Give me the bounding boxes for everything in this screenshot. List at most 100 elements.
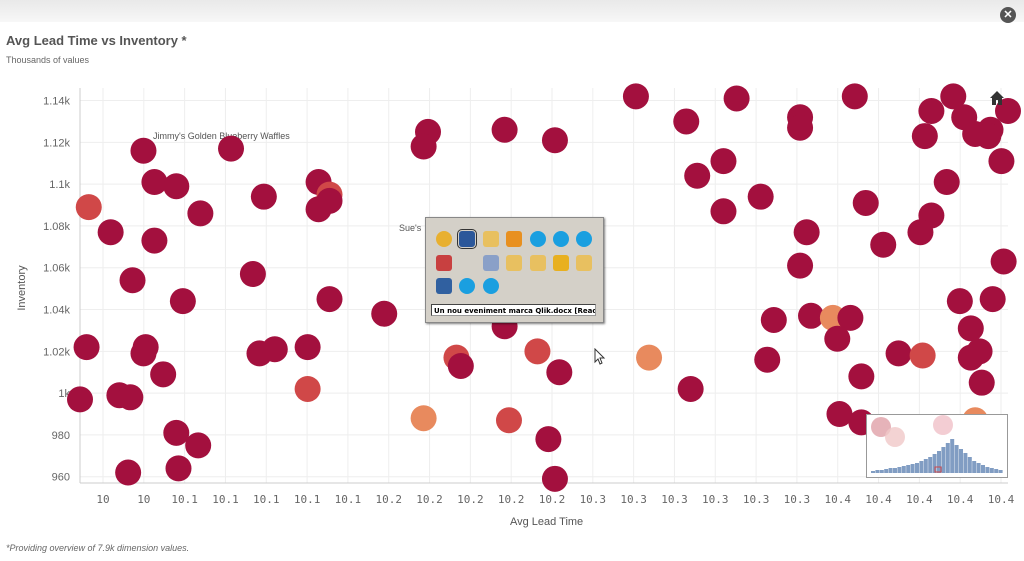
- envelope-icon[interactable]: [530, 255, 546, 271]
- data-point[interactable]: [150, 361, 177, 388]
- chat-icon[interactable]: [483, 278, 499, 294]
- data-point[interactable]: [294, 334, 321, 361]
- data-point[interactable]: [535, 426, 562, 453]
- data-point[interactable]: [787, 252, 814, 279]
- data-point[interactable]: [541, 127, 568, 154]
- data-point[interactable]: [841, 83, 868, 110]
- taskbar-preview-caption[interactable]: Un nou eveniment marca Qlik.docx [Read-O…: [431, 304, 596, 316]
- data-point[interactable]: [933, 169, 960, 196]
- data-point[interactable]: [710, 198, 737, 225]
- data-point[interactable]: [677, 375, 704, 402]
- data-point[interactable]: [163, 173, 190, 200]
- data-point[interactable]: [261, 336, 288, 363]
- chrome-icon[interactable]: [436, 231, 452, 247]
- data-point[interactable]: [495, 407, 522, 434]
- outlook-icon[interactable]: [506, 231, 522, 247]
- envelope-icon[interactable]: [506, 255, 522, 271]
- skype-icon[interactable]: [576, 231, 592, 247]
- data-point[interactable]: [97, 219, 124, 246]
- folder-icon[interactable]: [576, 255, 592, 271]
- data-point[interactable]: [966, 338, 993, 365]
- data-point[interactable]: [117, 384, 144, 411]
- data-point[interactable]: [163, 419, 190, 446]
- data-point[interactable]: [185, 432, 212, 459]
- data-point[interactable]: [826, 401, 853, 428]
- data-point[interactable]: [824, 325, 851, 352]
- data-point[interactable]: [546, 359, 573, 386]
- x-tick-label: 10.1: [335, 493, 362, 506]
- data-point[interactable]: [673, 108, 700, 135]
- data-point[interactable]: [837, 304, 864, 331]
- data-point[interactable]: [946, 288, 973, 315]
- data-point[interactable]: [187, 200, 214, 227]
- data-point[interactable]: [67, 386, 93, 413]
- data-point[interactable]: [305, 196, 332, 223]
- data-point[interactable]: [141, 227, 168, 254]
- data-point[interactable]: [410, 133, 437, 160]
- data-point[interactable]: [636, 344, 663, 371]
- data-point[interactable]: [787, 114, 814, 141]
- data-point[interactable]: [410, 405, 437, 432]
- home-icon[interactable]: [989, 90, 1005, 106]
- data-point[interactable]: [793, 219, 820, 246]
- data-point[interactable]: [988, 148, 1015, 175]
- data-point[interactable]: [130, 340, 157, 367]
- data-point[interactable]: [968, 369, 995, 396]
- close-button[interactable]: ✕: [1000, 7, 1016, 23]
- chat-icon[interactable]: [553, 231, 569, 247]
- data-point[interactable]: [115, 459, 142, 486]
- data-point[interactable]: [911, 123, 938, 150]
- data-point[interactable]: [130, 137, 157, 164]
- data-point[interactable]: [622, 83, 649, 110]
- word-icon[interactable]: [457, 229, 477, 249]
- data-point[interactable]: [491, 116, 518, 143]
- minimap[interactable]: [866, 414, 1008, 478]
- minimap-viewport: [934, 466, 942, 473]
- data-point[interactable]: [250, 183, 277, 210]
- data-point[interactable]: [218, 135, 245, 162]
- window-icon[interactable]: [483, 255, 499, 271]
- data-point[interactable]: [957, 315, 984, 342]
- data-point[interactable]: [760, 306, 787, 333]
- data-point[interactable]: [754, 346, 781, 373]
- data-point[interactable]: [524, 338, 551, 365]
- data-point[interactable]: [169, 288, 196, 315]
- envelope-icon[interactable]: [483, 231, 499, 247]
- data-point[interactable]: [710, 148, 737, 175]
- data-point[interactable]: [852, 189, 879, 216]
- data-point[interactable]: [316, 286, 343, 313]
- data-point[interactable]: [909, 342, 936, 369]
- data-point[interactable]: [990, 248, 1017, 275]
- data-point[interactable]: [907, 219, 934, 246]
- data-point[interactable]: [723, 85, 750, 112]
- data-point[interactable]: [870, 231, 897, 258]
- chat-icon[interactable]: [530, 231, 546, 247]
- data-point[interactable]: [979, 286, 1006, 313]
- data-point[interactable]: [940, 83, 967, 110]
- data-point[interactable]: [294, 375, 321, 402]
- data-point[interactable]: [165, 455, 192, 482]
- chart-subtitle: Thousands of values: [6, 55, 90, 65]
- y-tick-label: 1.14k: [43, 96, 70, 108]
- data-point[interactable]: [447, 352, 474, 379]
- network-icon[interactable]: [436, 278, 452, 294]
- data-point[interactable]: [918, 97, 945, 124]
- data-point[interactable]: [73, 334, 100, 361]
- data-point[interactable]: [371, 300, 398, 327]
- data-point[interactable]: [141, 169, 168, 196]
- data-point[interactable]: [798, 302, 825, 329]
- data-point[interactable]: [541, 465, 568, 492]
- minimap-bar: [954, 445, 959, 473]
- data-point[interactable]: [684, 162, 711, 189]
- bell-icon[interactable]: [553, 255, 569, 271]
- taskbar-preview-popup[interactable]: Un nou eveniment marca Qlik.docx [Read-O…: [425, 217, 604, 323]
- data-point[interactable]: [848, 363, 875, 390]
- data-point[interactable]: [747, 183, 774, 210]
- data-point[interactable]: [119, 267, 146, 294]
- chat-icon[interactable]: [459, 278, 475, 294]
- data-point[interactable]: [885, 340, 912, 367]
- app-icon[interactable]: [436, 255, 452, 271]
- data-point[interactable]: [75, 194, 102, 221]
- data-point[interactable]: [975, 123, 1002, 150]
- data-point[interactable]: [239, 261, 266, 288]
